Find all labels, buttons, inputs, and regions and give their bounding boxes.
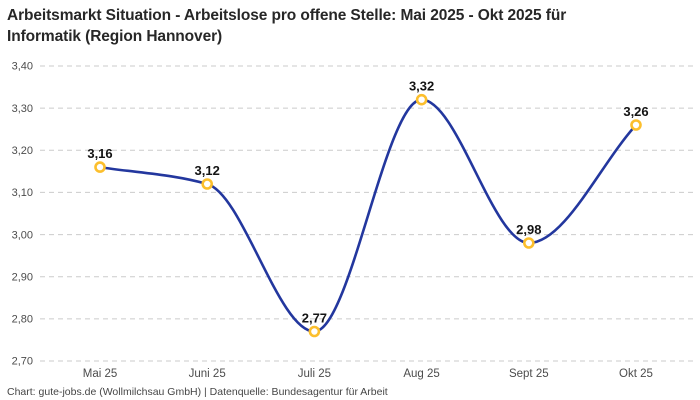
data-point-marker xyxy=(94,161,106,173)
y-axis-tick-label: 3,10 xyxy=(12,187,33,199)
data-point-value-label: 3,32 xyxy=(409,79,434,94)
y-axis-tick-label: 3,30 xyxy=(12,103,33,115)
chart-title-line2: Informatik (Region Hannover) xyxy=(7,28,223,45)
line-chart-canvas: 3,40 3,30 3,20 3,10 3,00 2,90 2,80 2,70 Mai 25 Ju… xyxy=(12,61,697,380)
y-axis-tick-label: 2,70 xyxy=(12,356,33,368)
data-point-value-label: 3,12 xyxy=(195,163,220,178)
chart-title: Arbeitsmarkt Situation - Arbeitslose pro… xyxy=(7,5,690,47)
x-axis-tick-label: Sept 25 xyxy=(509,368,549,380)
x-axis-tick-label: Okt 25 xyxy=(619,368,653,380)
y-axis-tick-label: 3,20 xyxy=(12,145,33,157)
data-point-marker xyxy=(522,237,535,249)
data-point-value-label: 2,98 xyxy=(516,222,541,237)
y-axis-tick-label: 3,00 xyxy=(12,229,33,241)
x-axis-tick-label: Mai 25 xyxy=(83,368,118,380)
series-line xyxy=(98,98,638,333)
data-point-marker xyxy=(308,325,321,338)
chart-title-line1: Arbeitsmarkt Situation - Arbeitslose pro… xyxy=(7,7,567,24)
data-point-marker xyxy=(201,178,213,190)
data-point-value-label: 3,26 xyxy=(623,104,648,119)
data-point-marker xyxy=(630,119,642,131)
y-axis-tick-label: 3,40 xyxy=(12,61,33,73)
y-axis-tick-label: 2,90 xyxy=(12,271,33,283)
x-axis-tick-label: Juni 25 xyxy=(189,368,226,380)
x-axis-tick-label: Juli 25 xyxy=(298,368,331,380)
data-point-value-label: 3,16 xyxy=(87,146,112,161)
y-axis-tick-label: 2,80 xyxy=(12,314,33,326)
x-axis-tick-label: Aug 25 xyxy=(403,368,439,380)
data-point-marker xyxy=(415,93,428,106)
chart-source-footer: Chart: gute-jobs.de (Wollmilchsau GmbH) … xyxy=(7,386,388,398)
data-point-value-label: 2,77 xyxy=(302,311,327,326)
